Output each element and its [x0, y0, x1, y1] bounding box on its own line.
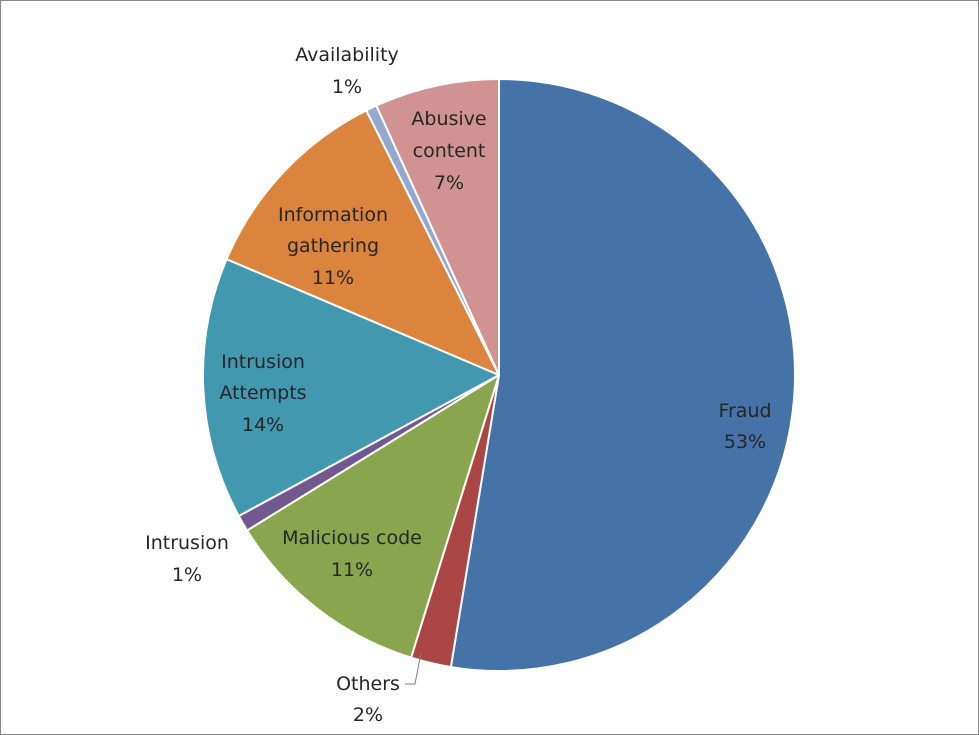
slice-label-abusive-content-1: Abusive	[411, 108, 486, 130]
slice-pct-others: 2%	[353, 704, 383, 726]
slice-pct-abusive-content: 7%	[434, 172, 464, 194]
pie-slice-information-gathering	[225, 109, 500, 376]
slice-label-intrusion-attempts-2: Attempts	[219, 382, 306, 404]
slice-pct-intrusion: 1%	[172, 564, 202, 586]
pie-slice-malicious-code	[246, 374, 500, 659]
slice-label-availability: Availability	[295, 44, 399, 66]
slice-label-abusive-content-2: content	[413, 140, 486, 162]
slice-label-intrusion: Intrusion	[145, 532, 229, 554]
slice-label-others: Others	[336, 673, 400, 695]
slice-label-intrusion-attempts-1: Intrusion	[221, 351, 305, 373]
slice-pct-information-gathering: 11%	[312, 267, 354, 289]
slice-label-fraud: Fraud	[718, 400, 771, 422]
pie-slice-fraud	[449, 78, 796, 672]
pie-slice-intrusion-attempts	[202, 258, 500, 517]
slice-pct-fraud: 53%	[724, 431, 766, 453]
slice-label-information-gathering-1: Information	[278, 204, 388, 226]
pie-slice-abusive-content	[375, 78, 500, 376]
slice-label-malicious-code: Malicious code	[282, 527, 422, 549]
slice-pct-availability: 1%	[332, 76, 362, 98]
slice-label-information-gathering-2: gathering	[287, 235, 379, 257]
slice-pct-malicious-code: 11%	[331, 559, 373, 581]
slice-pct-intrusion-attempts: 14%	[242, 414, 284, 436]
leader-line-others	[405, 652, 422, 685]
